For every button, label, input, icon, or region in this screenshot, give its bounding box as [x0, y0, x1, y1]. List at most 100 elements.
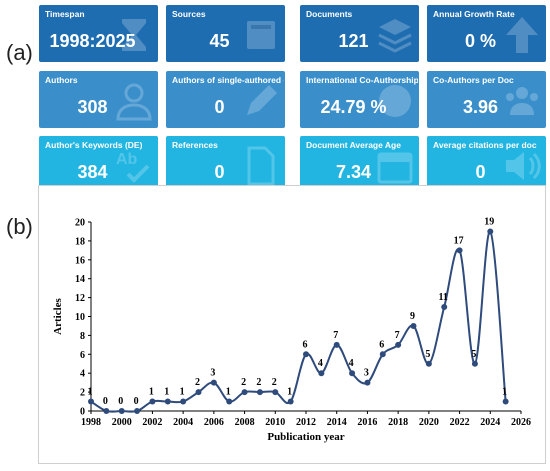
stat-card-value: 0 — [475, 162, 486, 182]
data-label: 6 — [303, 339, 308, 350]
stat-card: Document Average Age 7.34 — [300, 136, 419, 193]
stat-card-value: 45 — [209, 31, 230, 51]
x-tick-label: 2026 — [511, 417, 531, 428]
stat-card-title: Authors — [45, 75, 78, 85]
data-point — [118, 408, 125, 414]
stat-card-title: References — [172, 140, 218, 150]
data-label: 7 — [333, 330, 338, 341]
group-icon — [502, 81, 542, 121]
x-tick-label: 2012 — [296, 417, 316, 428]
stat-card: Timespan 1998:2025 — [39, 5, 158, 62]
stat-card: Ab Author's Keywords (DE) 384 — [39, 136, 158, 193]
data-label: 0 — [118, 396, 123, 407]
data-label: 0 — [103, 396, 108, 407]
stat-card: Average citations per doc 0 — [427, 136, 546, 193]
x-tick-label: 2022 — [450, 417, 470, 428]
stat-card-value: 7.34 — [335, 162, 372, 182]
globe-icon — [375, 81, 415, 121]
document-icon — [241, 146, 281, 186]
series-line — [90, 230, 507, 413]
data-point — [103, 408, 110, 414]
y-tick-label: 2 — [80, 388, 85, 399]
x-tick-label: 2002 — [142, 417, 162, 428]
x-tick-label: 2000 — [112, 417, 132, 428]
data-label: 0 — [134, 396, 139, 407]
y-tick-label: 6 — [80, 350, 85, 361]
data-label: 4 — [349, 358, 354, 369]
book-icon — [241, 15, 281, 55]
data-point — [287, 398, 294, 405]
stat-card: Co-Authors per Doc 3.96 — [427, 71, 546, 128]
data-label: 2 — [241, 377, 246, 388]
data-label: 2 — [256, 377, 261, 388]
stat-card: Documents 121 — [300, 5, 419, 62]
y-axis-title: Articles — [52, 297, 64, 334]
data-label: 3 — [210, 368, 215, 379]
hourglass-icon — [114, 15, 154, 55]
data-point — [349, 370, 356, 377]
stat-card-value: 0 % — [464, 31, 497, 51]
stat-card-title: Average citations per doc — [433, 140, 537, 150]
stat-card-value: 1998:2025 — [49, 31, 136, 51]
data-point — [256, 389, 263, 396]
stat-card-value: 0 — [214, 162, 225, 182]
x-tick-label: 2008 — [235, 417, 255, 428]
stat-card-value: 0 — [214, 97, 225, 117]
stat-card-value: 3.96 — [462, 97, 499, 117]
data-point — [502, 398, 509, 405]
layers-icon — [375, 15, 415, 55]
data-point — [164, 398, 171, 405]
data-label: 2 — [272, 377, 277, 388]
data-point — [410, 322, 417, 329]
data-label: 19 — [484, 216, 494, 227]
data-point — [471, 360, 478, 367]
data-label: 5 — [425, 349, 430, 360]
y-tick-label: 0 — [80, 407, 85, 418]
data-point — [88, 398, 94, 405]
data-point — [226, 398, 233, 405]
stat-card-title: Authors of single-authored d — [172, 75, 284, 85]
data-point — [318, 370, 325, 377]
data-point — [272, 389, 279, 396]
data-label: 11 — [438, 292, 447, 303]
stat-card: Sources 45 — [166, 5, 285, 62]
data-label: 1 — [502, 387, 507, 398]
stat-card-title: Annual Growth Rate — [433, 9, 515, 19]
data-label: 3 — [364, 368, 369, 379]
y-tick-label: 10 — [75, 312, 85, 323]
data-label: 1 — [88, 387, 93, 398]
data-point — [303, 351, 309, 358]
data-point — [456, 247, 463, 254]
data-label: 1 — [180, 387, 185, 398]
data-point — [441, 304, 448, 311]
x-tick-label: 2014 — [327, 417, 347, 428]
arrow-up-icon — [502, 15, 542, 55]
x-tick-label: 1998 — [81, 417, 101, 428]
stat-card-value: 308 — [77, 97, 108, 117]
data-label: 1 — [164, 387, 169, 398]
data-point — [210, 379, 217, 386]
stat-card-title: Co-Authors per Doc — [433, 75, 514, 85]
panel-label-a: (a) — [6, 40, 33, 65]
x-tick-label: 2006 — [204, 417, 224, 428]
data-point — [149, 398, 156, 405]
data-point — [487, 228, 494, 235]
stat-card: Annual Growth Rate 0 % — [427, 5, 546, 62]
data-label: 2 — [195, 377, 200, 388]
data-label: 5 — [471, 349, 476, 360]
y-tick-label: 8 — [80, 331, 85, 342]
data-point — [241, 389, 248, 396]
data-point — [395, 341, 402, 348]
stat-card: Authors of single-authored d 0 — [166, 71, 285, 128]
data-point — [195, 389, 202, 396]
data-label: 6 — [379, 339, 384, 350]
stat-card-value: 384 — [77, 162, 108, 182]
data-label: 17 — [454, 235, 464, 246]
pen-icon — [241, 81, 281, 121]
stat-card-title: Timespan — [45, 9, 85, 19]
x-tick-label: 2010 — [265, 417, 285, 428]
person-icon — [114, 81, 154, 121]
stat-card-title: International Co-Authorship — [306, 75, 418, 85]
stat-card: References 0 — [166, 136, 285, 193]
